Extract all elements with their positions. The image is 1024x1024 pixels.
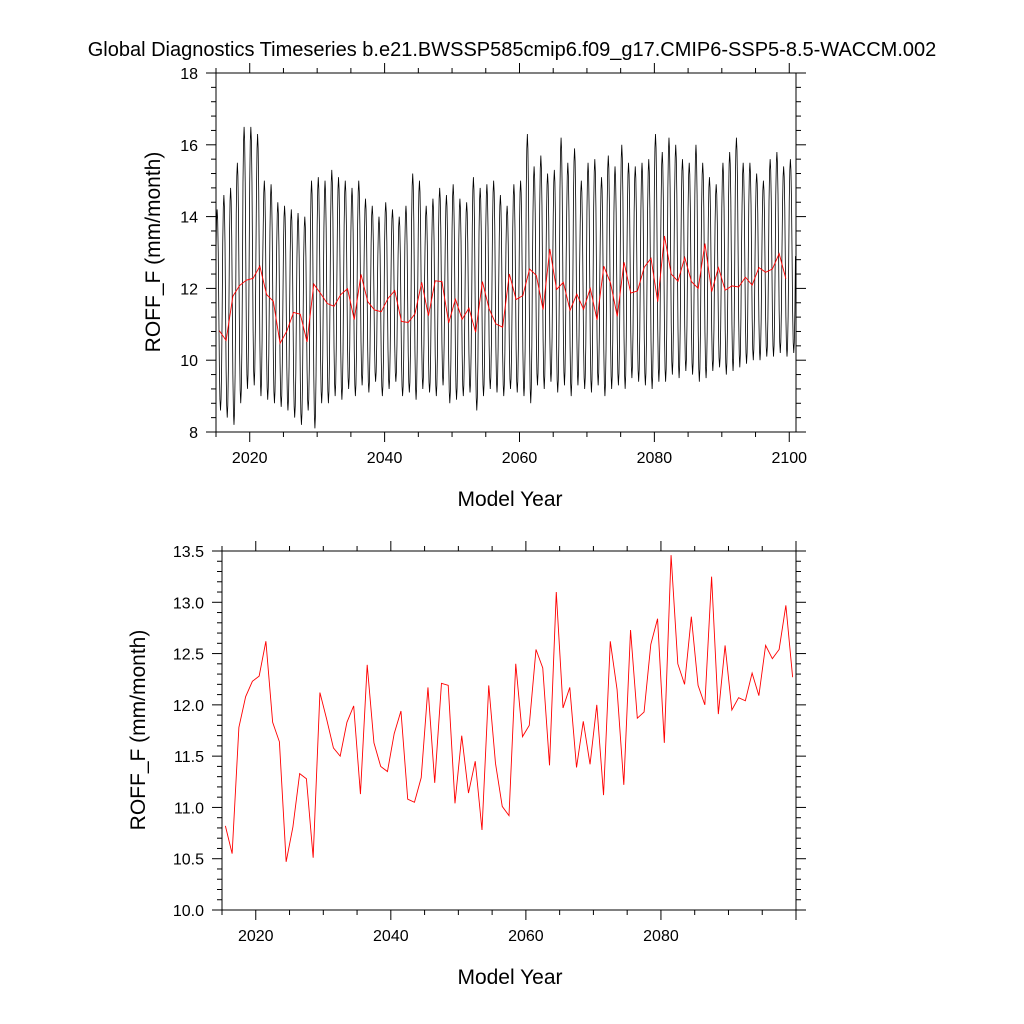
- y-tick-label: 11.0: [174, 800, 204, 817]
- y-tick-label: 10.0: [173, 903, 204, 920]
- y-axis-label-bottom: ROFF_F (mm/month): [127, 630, 150, 831]
- y-tick-label: 16: [180, 138, 198, 155]
- figure-title: Global Diagnostics Timeseries b.e21.BWSS…: [88, 39, 937, 61]
- y-tick-label: 18: [180, 66, 198, 83]
- axis-ticks-bottom: [212, 541, 806, 920]
- x-tick-label: 2100: [771, 450, 807, 467]
- x-axis-label-top: Model Year: [457, 488, 562, 511]
- y-tick-labels-bottom: 10.0 10.5 11.0 11.5 12.0 12.5 13.0 13.5: [173, 544, 204, 920]
- y-tick-label: 14: [180, 210, 198, 227]
- panel-top: 2020 2040 2060 2080 2100 8 10 12 14 16 18 Model Y…: [142, 63, 807, 511]
- x-tick-label: 2080: [643, 928, 679, 945]
- series-line-annual: [219, 235, 787, 345]
- axis-ticks-top: [206, 63, 806, 442]
- x-tick-label: 2040: [367, 450, 403, 467]
- series-line-monthly: [216, 126, 796, 429]
- y-tick-label: 12.5: [173, 647, 204, 664]
- y-tick-label: 11.5: [174, 749, 204, 766]
- y-tick-label: 10.5: [173, 852, 204, 869]
- x-tick-labels-top: 2020 2040 2060 2080 2100: [232, 450, 807, 467]
- y-tick-label: 13.5: [173, 544, 204, 561]
- y-tick-label: 8: [189, 425, 198, 442]
- x-axis-label-bottom: Model Year: [457, 966, 562, 989]
- panel-bottom: 2020 2040 2060 2080 10.0 10.5 11.0 11.5 12.0 12.…: [127, 541, 806, 989]
- plot-frame-bottom: [221, 550, 797, 911]
- x-tick-label: 2040: [373, 928, 409, 945]
- x-tick-label: 2020: [232, 450, 268, 467]
- y-tick-label: 12.0: [173, 698, 204, 715]
- y-tick-labels-top: 8 10 12 14 16 18: [180, 66, 198, 442]
- series-line-annual: [224, 555, 794, 862]
- plot-frame-top: [215, 72, 797, 433]
- x-tick-label: 2020: [238, 928, 274, 945]
- x-tick-label: 2060: [502, 450, 538, 467]
- series-group-bottom: [224, 555, 794, 862]
- y-tick-label: 13.0: [173, 595, 204, 612]
- x-tick-label: 2080: [637, 450, 673, 467]
- y-tick-label: 10: [180, 353, 198, 370]
- y-axis-label-top: ROFF_F (mm/month): [142, 152, 165, 353]
- series-group-top: [216, 126, 796, 429]
- x-tick-labels-bottom: 2020 2040 2060 2080: [238, 928, 679, 945]
- x-tick-label: 2060: [508, 928, 544, 945]
- y-tick-label: 12: [180, 281, 198, 298]
